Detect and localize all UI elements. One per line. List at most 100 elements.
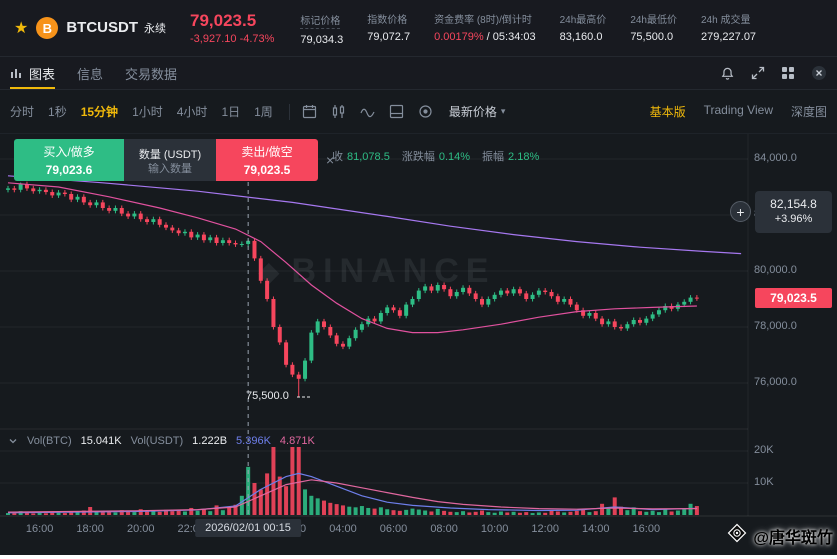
header-stat: 24h最低价 75,500.0 bbox=[630, 11, 677, 46]
chart-toolbar: 分时 1秒 15分钟 1小时 4小时 1日 1周 最新价格 ▾ 基本版 Trading Vie… bbox=[0, 90, 837, 134]
mode-tradingview[interactable]: Trading View bbox=[703, 103, 773, 117]
timeframe-button-0[interactable]: 分时 bbox=[10, 105, 35, 119]
timeframe-button-3[interactable]: 1小时 bbox=[132, 105, 163, 119]
stat-value: 83,160.0 bbox=[559, 30, 603, 43]
marker-price-value: 82,154.8 bbox=[770, 197, 817, 211]
volume-axis-label: 20K bbox=[754, 444, 774, 456]
binance-watermark-text: BINANCE bbox=[291, 252, 496, 290]
stat-value: 0.00179% / 05:34:03 bbox=[434, 30, 536, 43]
close-trade-panel-icon[interactable]: × bbox=[326, 152, 335, 168]
time-axis-label: 04:00 bbox=[329, 523, 357, 535]
timeframe-button-2[interactable]: 15分钟 bbox=[80, 105, 119, 119]
timeframe-button-4[interactable]: 4小时 bbox=[176, 105, 208, 119]
legend-label: 涨跌幅 bbox=[401, 151, 435, 163]
stat-label: 资金费率 (8时)/倒计时 bbox=[434, 14, 532, 26]
price-mode-dropdown[interactable]: 最新价格 ▾ bbox=[449, 103, 506, 120]
compass-ornament-icon bbox=[726, 522, 748, 549]
legend-value: 2.18% bbox=[508, 151, 540, 163]
buy-price: 79,023.6 bbox=[45, 163, 93, 177]
stat-label: 24h 成交量 bbox=[701, 14, 751, 26]
last-price-block: 79,023.5 -3,927.10 -4.73% bbox=[190, 11, 274, 45]
tab-list: 图表 信息 交易数据 bbox=[10, 57, 199, 89]
indicator-wave-icon[interactable] bbox=[360, 104, 375, 119]
stat-value: 79,034.3 bbox=[300, 33, 344, 46]
calendar-icon[interactable] bbox=[302, 104, 317, 119]
price-axis-label: 76,000.0 bbox=[754, 376, 797, 388]
marker-price-percent: +3.96% bbox=[774, 213, 813, 225]
binance-logo-icon: ◆ bbox=[258, 256, 280, 287]
tab-trading-data[interactable]: 交易数据 bbox=[125, 66, 178, 82]
stat-label: 指数价格 bbox=[367, 14, 408, 26]
legend-label: 收 bbox=[332, 151, 343, 163]
symbol-selector[interactable]: BTCUSDT 永续 bbox=[66, 19, 166, 37]
toolbar-divider bbox=[288, 103, 290, 120]
btc-logo-icon: B bbox=[36, 17, 59, 39]
vol-legend-label: Vol(BTC) bbox=[27, 435, 72, 447]
collapse-volume-icon[interactable] bbox=[8, 436, 18, 446]
vol-ma-value: 5.396K bbox=[236, 435, 271, 447]
candlestick-chart[interactable] bbox=[0, 134, 837, 559]
time-axis-label: 16:00 bbox=[25, 523, 54, 535]
stat-label: 标记价格 bbox=[300, 12, 341, 29]
stat-label: 24h最低价 bbox=[630, 14, 677, 26]
fullscreen-icon[interactable] bbox=[751, 66, 765, 80]
timeframe-button-1[interactable]: 1秒 bbox=[48, 105, 67, 119]
volume-legend-items: Vol(BTC) 15.041K Vol(USDT) 1.222B 5.396K 4.87… bbox=[27, 435, 315, 447]
legend-label: 振幅 bbox=[482, 151, 505, 163]
volume-legend: Vol(BTC) 15.041K Vol(USDT) 1.222B 5.396K 4.87… bbox=[8, 435, 315, 447]
bell-icon[interactable] bbox=[720, 66, 735, 81]
time-axis[interactable]: 16:0018:0020:0022:0002:0004:0006:0008:00… bbox=[0, 134, 837, 559]
header-stat: 24h 成交量 279,227.07 bbox=[701, 11, 756, 46]
credit-watermark: @唐华斑竹 bbox=[726, 522, 833, 549]
sell-short-button[interactable]: 卖出/做空 79,023.5 bbox=[216, 139, 318, 181]
time-axis-label: 14:00 bbox=[581, 523, 610, 535]
time-axis-label: 10:00 bbox=[480, 523, 509, 535]
timeframe-list: 分时 1秒 15分钟 1小时 4小时 1日 1周 bbox=[10, 103, 287, 120]
contract-type-label: 永续 bbox=[144, 23, 167, 35]
stat-label: 24h最高价 bbox=[559, 14, 607, 26]
timeframe-button-5[interactable]: 1日 bbox=[221, 105, 241, 119]
tab-chart[interactable]: 图表 bbox=[10, 57, 55, 89]
quantity-input[interactable] bbox=[128, 162, 212, 175]
time-axis-label: 20:00 bbox=[126, 523, 155, 535]
symbol-name[interactable]: BTCUSDT bbox=[66, 19, 139, 36]
close-icon[interactable] bbox=[811, 65, 827, 81]
chart-mode-links: 基本版 Trading View 深度图 bbox=[650, 103, 827, 120]
time-axis-label: 06:00 bbox=[379, 523, 408, 535]
header-stat: 标记价格 79,034.3 bbox=[300, 11, 343, 46]
vol-legend-value: 1.222B bbox=[192, 435, 228, 447]
legend-item: 收 81,078.5 bbox=[332, 148, 390, 164]
price-axis[interactable]: 84,000.082,000.080,000.078,000.076,000.0… bbox=[0, 134, 837, 559]
sell-price: 79,023.5 bbox=[243, 163, 291, 177]
mode-depth-chart[interactable]: 深度图 bbox=[790, 105, 827, 119]
trade-panel: 买入/做多 79,023.6 数量 (USDT) 卖出/做空 79,023.5 … bbox=[14, 139, 334, 181]
grid-icon[interactable] bbox=[781, 66, 795, 80]
add-position-button[interactable]: + bbox=[730, 201, 751, 222]
last-price: 79,023.5 bbox=[190, 11, 257, 30]
quantity-label: 数量 (USDT) bbox=[138, 148, 202, 161]
chevron-down-icon: ▾ bbox=[500, 106, 506, 116]
header-stat: 24h最高价 83,160.0 bbox=[560, 11, 607, 46]
buy-long-button[interactable]: 买入/做多 79,023.6 bbox=[14, 139, 124, 181]
candlestick-style-icon[interactable] bbox=[331, 104, 346, 119]
quantity-box[interactable]: 数量 (USDT) bbox=[124, 139, 216, 181]
vol-legend-label: Vol(USDT) bbox=[130, 435, 184, 447]
legend-value: 0.14% bbox=[438, 151, 471, 163]
favorite-star-icon[interactable]: ★ bbox=[14, 20, 29, 37]
price-axis-label: 80,000.0 bbox=[754, 264, 797, 276]
ohlc-legend: 收 81,078.5 涨跌幅 0.14% 振幅 2.18% bbox=[332, 148, 539, 164]
overlay-panels-icon[interactable] bbox=[389, 104, 404, 119]
tab-info[interactable]: 信息 bbox=[77, 66, 104, 82]
target-icon[interactable] bbox=[418, 104, 433, 119]
toolbar-icons bbox=[302, 104, 433, 119]
mode-basic-version[interactable]: 基本版 bbox=[649, 105, 686, 119]
vol-ma-value: 4.871K bbox=[279, 435, 315, 447]
timeframe-button-6[interactable]: 1周 bbox=[254, 105, 273, 119]
buy-label: 买入/做多 bbox=[43, 145, 95, 159]
stat-value: 279,227.07 bbox=[701, 30, 757, 43]
last-price-badge: 79,023.5 bbox=[755, 288, 832, 308]
stat-value: 75,500.0 bbox=[630, 30, 674, 43]
credit-text: @唐华斑竹 bbox=[753, 529, 833, 547]
stat-value: 79,072.7 bbox=[367, 30, 411, 43]
